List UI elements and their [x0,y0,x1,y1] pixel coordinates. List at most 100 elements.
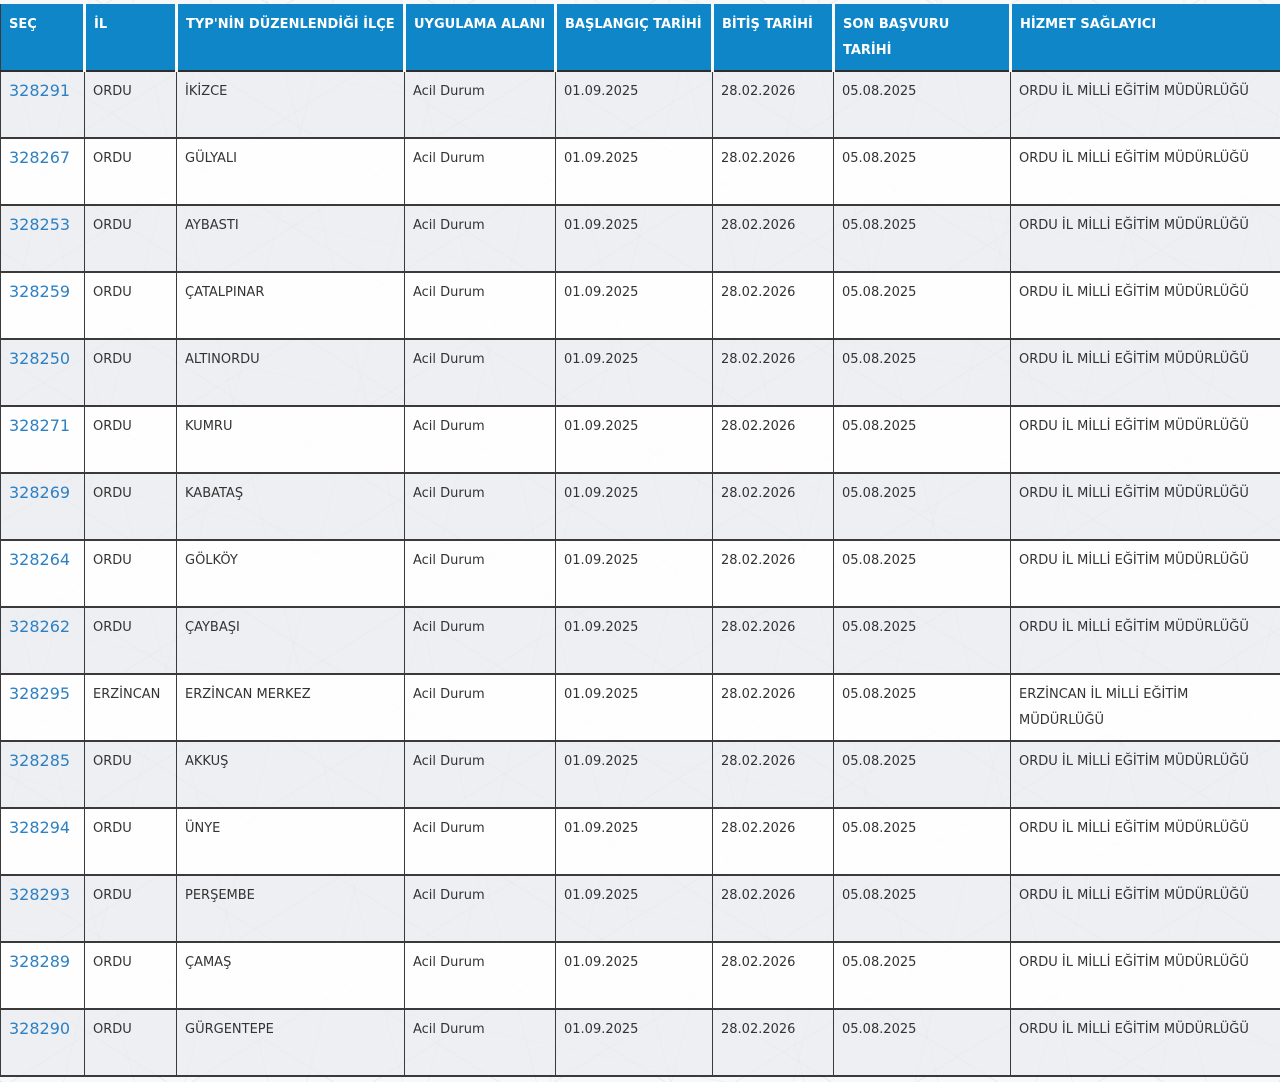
table-row: 328291 ORDU İKİZCE Acil Durum 01.09.2025… [0,70,1280,139]
table-row: 328267 ORDU GÜLYALI Acil Durum 01.09.202… [0,137,1280,206]
row-select-link[interactable]: 328264 [9,550,71,569]
cell-hizmet-saglayici: ORDU İL MİLLİ EĞİTİM MÜDÜRLÜĞÜ [1010,807,1280,876]
row-select-link[interactable]: 328294 [9,818,71,837]
cell-sec: 328285 [0,740,85,809]
table-row: 328269 ORDU KABATAŞ Acil Durum 01.09.202… [0,472,1280,541]
cell-ilce: KABATAŞ [176,472,405,541]
cell-ilce: İKİZCE [176,70,405,139]
cell-hizmet-saglayici: ORDU İL MİLLİ EĞİTİM MÜDÜRLÜĞÜ [1010,271,1280,340]
table-row: 328264 ORDU GÖLKÖY Acil Durum 01.09.2025… [0,539,1280,608]
cell-uygulama-alani: Acil Durum [404,673,556,742]
row-select-link[interactable]: 328293 [9,885,71,904]
cell-baslangic-tarihi: 01.09.2025 [555,606,713,675]
cell-uygulama-alani: Acil Durum [404,941,556,1010]
cell-il: ORDU [84,405,177,474]
cell-hizmet-saglayici: ERZİNCAN İL MİLLİ EĞİTİM MÜDÜRLÜĞÜ [1010,673,1280,742]
cell-hizmet-saglayici: ORDU İL MİLLİ EĞİTİM MÜDÜRLÜĞÜ [1010,1008,1280,1077]
row-select-link[interactable]: 328259 [9,282,71,301]
cell-hizmet-saglayici: ORDU İL MİLLİ EĞİTİM MÜDÜRLÜĞÜ [1010,70,1280,139]
cell-sec: 328291 [0,70,85,139]
cell-ilce: GÜRGENTEPE [176,1008,405,1077]
cell-sec: 328294 [0,807,85,876]
row-select-link[interactable]: 328267 [9,148,71,167]
cell-hizmet-saglayici: ORDU İL MİLLİ EĞİTİM MÜDÜRLÜĞÜ [1010,539,1280,608]
cell-ilce: ÜNYE [176,807,405,876]
table-row: 328289 ORDU ÇAMAŞ Acil Durum 01.09.2025 … [0,941,1280,1010]
cell-uygulama-alani: Acil Durum [404,740,556,809]
cell-il: ORDU [84,941,177,1010]
cell-baslangic-tarihi: 01.09.2025 [555,338,713,407]
row-select-link[interactable]: 328295 [9,684,71,703]
row-select-link[interactable]: 328253 [9,215,71,234]
cell-hizmet-saglayici: ORDU İL MİLLİ EĞİTİM MÜDÜRLÜĞÜ [1010,204,1280,273]
row-select-link[interactable]: 328290 [9,1019,71,1038]
cell-bitis-tarihi: 28.02.2026 [712,405,834,474]
column-header-uygulama-alani: UYGULAMA ALANI [403,4,556,72]
cell-il: ORDU [84,204,177,273]
cell-hizmet-saglayici: ORDU İL MİLLİ EĞİTİM MÜDÜRLÜĞÜ [1010,874,1280,943]
row-select-link[interactable]: 328271 [9,416,71,435]
cell-ilce: GÖLKÖY [176,539,405,608]
cell-bitis-tarihi: 28.02.2026 [712,1008,834,1077]
typ-openings-table: SEÇ İL TYP'NİN DÜZENLENDİĞİ İLÇE UYGULAM… [0,4,1280,1077]
cell-hizmet-saglayici: ORDU İL MİLLİ EĞİTİM MÜDÜRLÜĞÜ [1010,606,1280,675]
cell-bitis-tarihi: 28.02.2026 [712,874,834,943]
cell-son-basvuru: 05.08.2025 [833,137,1011,206]
cell-il: ORDU [84,338,177,407]
cell-ilce: AYBASTI [176,204,405,273]
cell-uygulama-alani: Acil Durum [404,137,556,206]
cell-baslangic-tarihi: 01.09.2025 [555,740,713,809]
cell-sec: 328262 [0,606,85,675]
cell-uygulama-alani: Acil Durum [404,338,556,407]
cell-il: ORDU [84,807,177,876]
table-row: 328253 ORDU AYBASTI Acil Durum 01.09.202… [0,204,1280,273]
row-select-link[interactable]: 328250 [9,349,71,368]
cell-il: ORDU [84,740,177,809]
cell-sec: 328269 [0,472,85,541]
cell-uygulama-alani: Acil Durum [404,271,556,340]
cell-son-basvuru: 05.08.2025 [833,740,1011,809]
column-header-baslangic-tarihi: BAŞLANGIÇ TARİHİ [554,4,713,72]
cell-ilce: ERZİNCAN MERKEZ [176,673,405,742]
row-select-link[interactable]: 328262 [9,617,71,636]
cell-uygulama-alani: Acil Durum [404,1008,556,1077]
row-select-link[interactable]: 328289 [9,952,71,971]
cell-bitis-tarihi: 28.02.2026 [712,606,834,675]
cell-bitis-tarihi: 28.02.2026 [712,472,834,541]
cell-hizmet-saglayici: ORDU İL MİLLİ EĞİTİM MÜDÜRLÜĞÜ [1010,740,1280,809]
table-row: 328271 ORDU KUMRU Acil Durum 01.09.2025 … [0,405,1280,474]
row-select-link[interactable]: 328269 [9,483,71,502]
cell-baslangic-tarihi: 01.09.2025 [555,271,713,340]
row-select-link[interactable]: 328285 [9,751,71,770]
cell-il: ORDU [84,271,177,340]
table-row: 328250 ORDU ALTINORDU Acil Durum 01.09.2… [0,338,1280,407]
cell-son-basvuru: 05.08.2025 [833,673,1011,742]
cell-hizmet-saglayici: ORDU İL MİLLİ EĞİTİM MÜDÜRLÜĞÜ [1010,338,1280,407]
cell-bitis-tarihi: 28.02.2026 [712,673,834,742]
cell-hizmet-saglayici: ORDU İL MİLLİ EĞİTİM MÜDÜRLÜĞÜ [1010,405,1280,474]
cell-son-basvuru: 05.08.2025 [833,338,1011,407]
row-select-link[interactable]: 328291 [9,81,71,100]
cell-sec: 328264 [0,539,85,608]
cell-bitis-tarihi: 28.02.2026 [712,740,834,809]
cell-il: ORDU [84,1008,177,1077]
cell-ilce: ÇAYBAŞI [176,606,405,675]
cell-uygulama-alani: Acil Durum [404,70,556,139]
cell-son-basvuru: 05.08.2025 [833,606,1011,675]
cell-sec: 328271 [0,405,85,474]
cell-baslangic-tarihi: 01.09.2025 [555,405,713,474]
cell-il: ERZİNCAN [84,673,177,742]
cell-il: ORDU [84,606,177,675]
cell-son-basvuru: 05.08.2025 [833,874,1011,943]
cell-baslangic-tarihi: 01.09.2025 [555,70,713,139]
cell-son-basvuru: 05.08.2025 [833,405,1011,474]
cell-son-basvuru: 05.08.2025 [833,1008,1011,1077]
cell-baslangic-tarihi: 01.09.2025 [555,874,713,943]
cell-baslangic-tarihi: 01.09.2025 [555,941,713,1010]
cell-sec: 328267 [0,137,85,206]
table-header: SEÇ İL TYP'NİN DÜZENLENDİĞİ İLÇE UYGULAM… [0,4,1280,72]
column-header-son-basvuru: SON BAŞVURU TARİHİ [832,4,1011,72]
cell-uygulama-alani: Acil Durum [404,204,556,273]
cell-hizmet-saglayici: ORDU İL MİLLİ EĞİTİM MÜDÜRLÜĞÜ [1010,472,1280,541]
